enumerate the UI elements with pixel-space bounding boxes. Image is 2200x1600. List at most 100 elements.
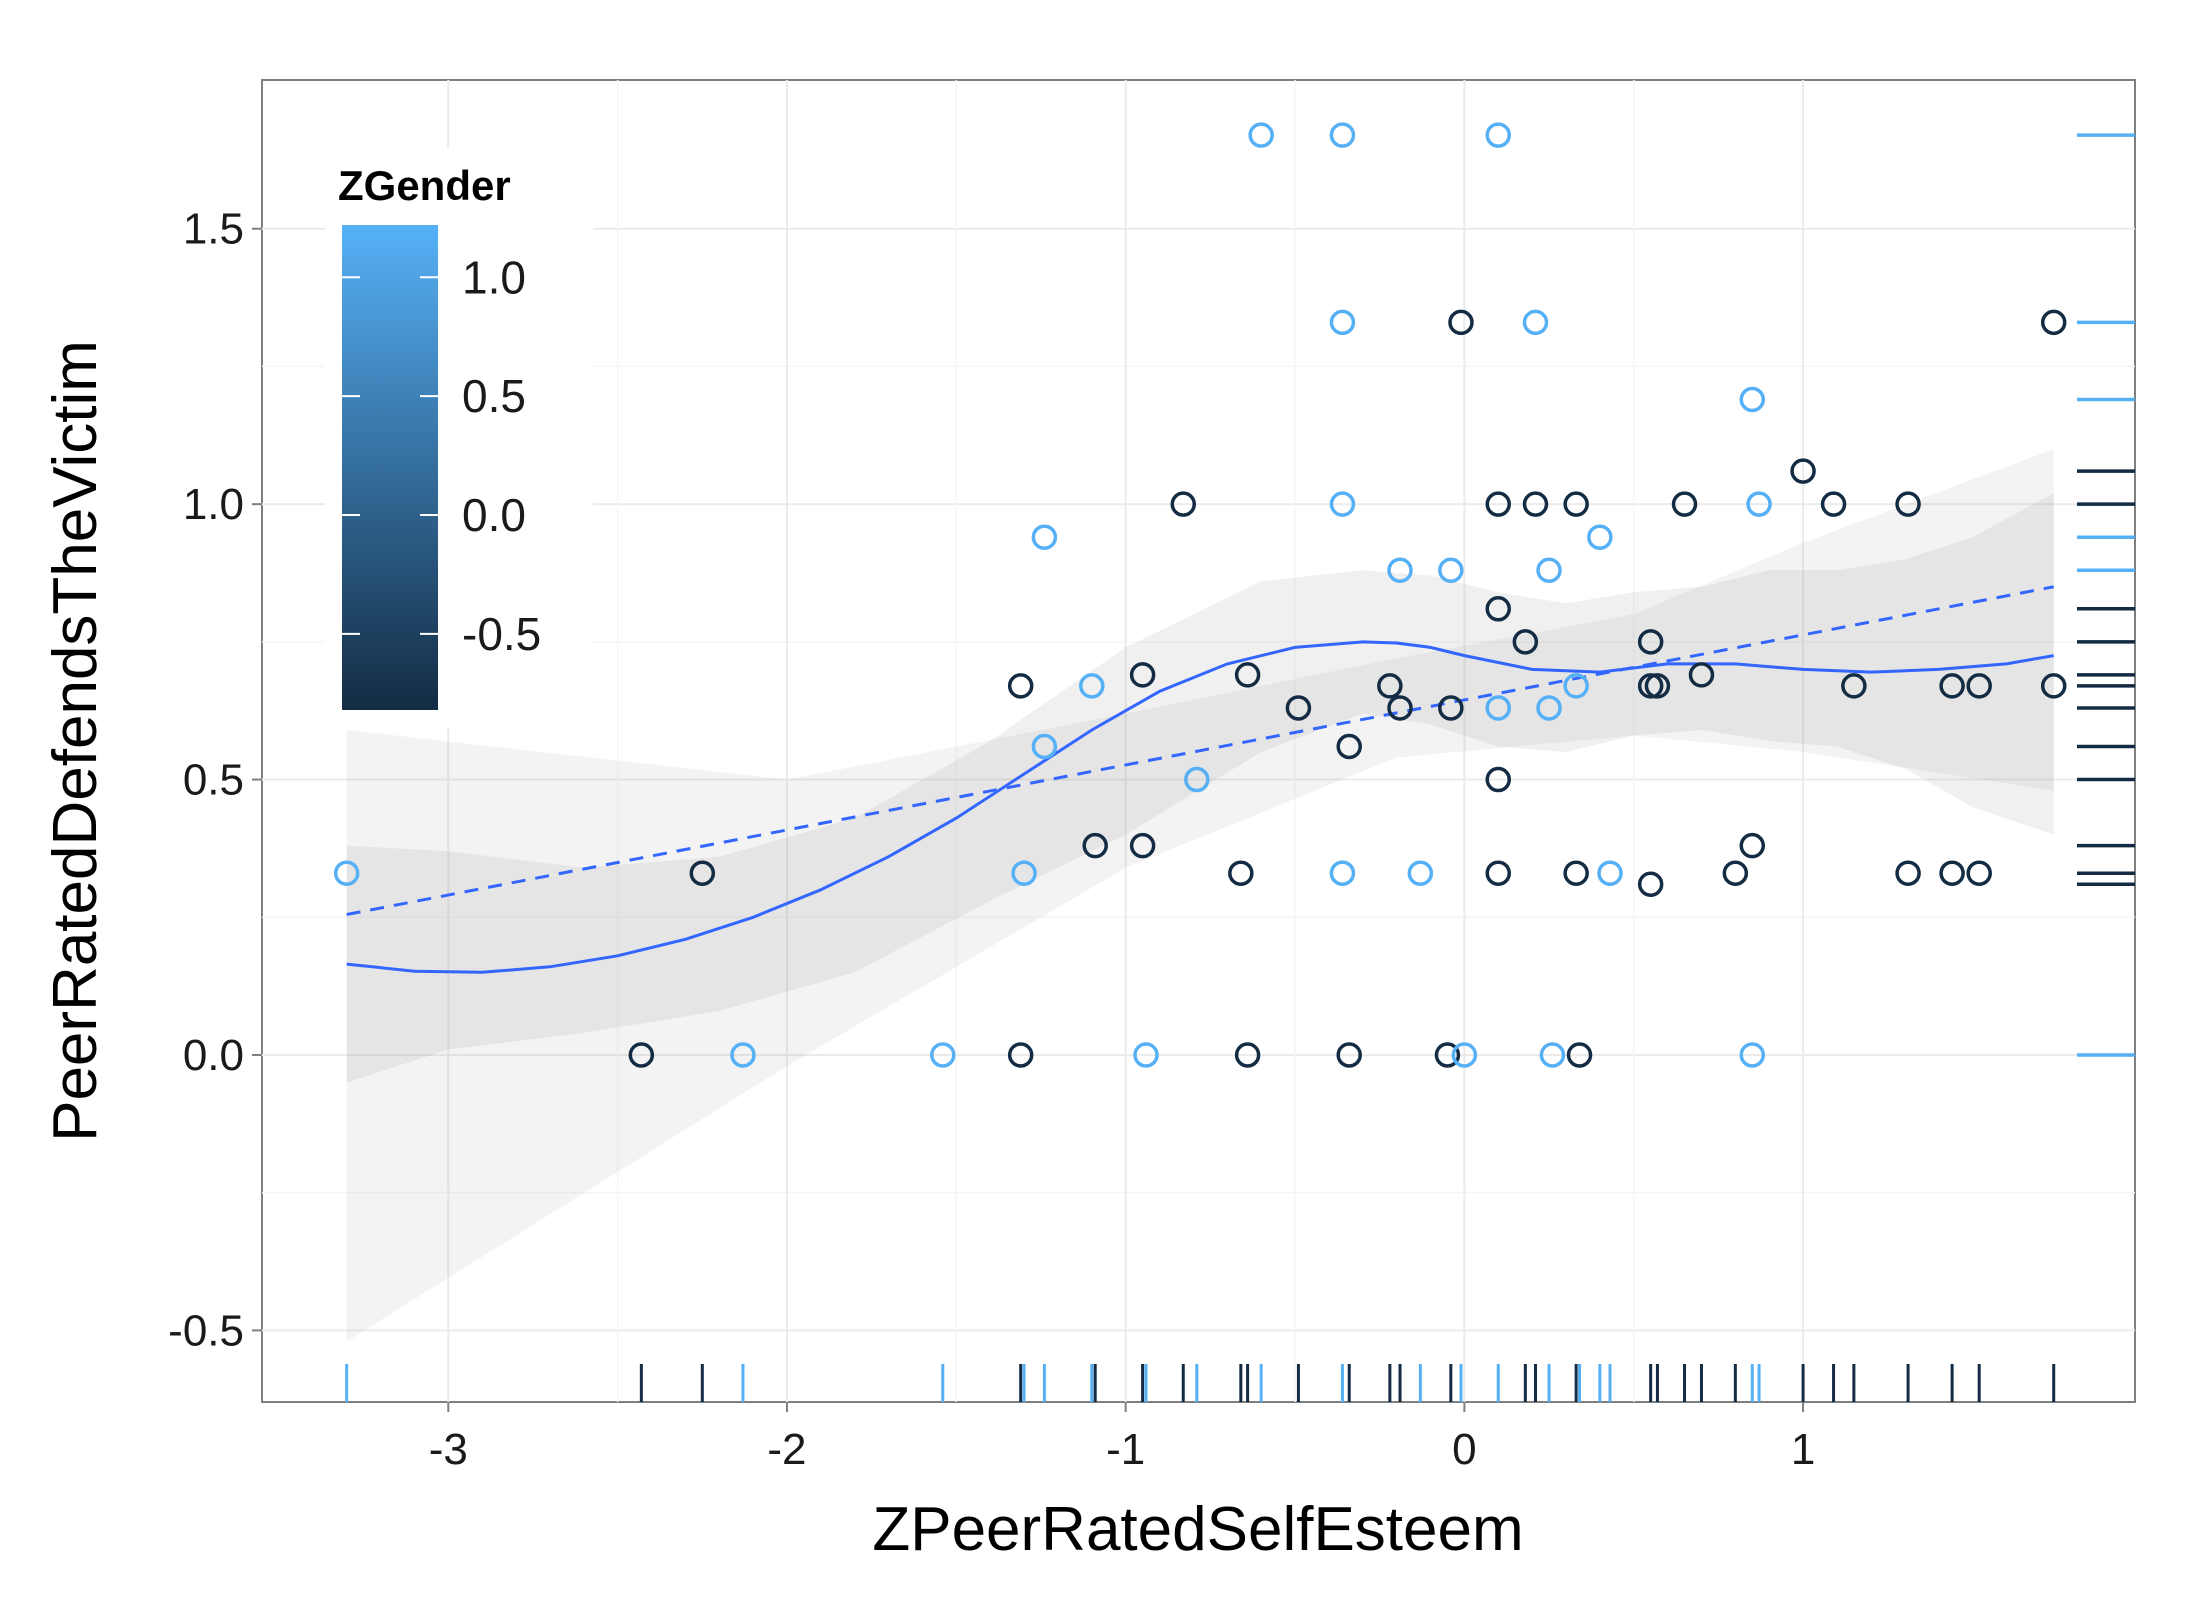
data-point xyxy=(2040,309,2067,336)
data-point xyxy=(333,860,360,886)
legend-break-label: 0.0 xyxy=(462,489,526,541)
data-point xyxy=(1031,524,1058,550)
data-point xyxy=(1939,860,1965,886)
data-point xyxy=(1563,673,1589,699)
legend-break-label: 1.0 xyxy=(462,251,526,303)
data-point xyxy=(1438,557,1464,583)
data-point xyxy=(1688,662,1715,688)
x-tick-label: -1 xyxy=(1106,1425,1145,1474)
data-point xyxy=(1966,673,1992,699)
data-point xyxy=(1329,860,1356,886)
data-point xyxy=(1285,695,1312,721)
data-point xyxy=(1133,1042,1159,1068)
data-point xyxy=(1895,860,1921,886)
data-point xyxy=(1184,766,1210,793)
color-legend: ZGender 1.0 0.5 0.0 -0.5 xyxy=(325,148,593,728)
data-point xyxy=(2040,673,2067,699)
x-tick-label: 1 xyxy=(1791,1425,1815,1474)
data-point xyxy=(1031,733,1058,760)
data-point xyxy=(1387,557,1413,583)
data-point xyxy=(1597,860,1623,886)
data-point xyxy=(1448,309,1474,336)
data-point xyxy=(1485,860,1511,886)
data-point xyxy=(1722,860,1749,886)
y-tick-label: -0.5 xyxy=(168,1306,244,1355)
loess-fit-line xyxy=(346,640,2054,974)
data-point xyxy=(1522,309,1549,336)
legend-title: ZGender xyxy=(338,162,511,209)
data-point xyxy=(730,1042,756,1068)
data-point xyxy=(1377,673,1403,699)
data-point xyxy=(1387,695,1413,721)
data-point xyxy=(1485,122,1511,148)
data-point xyxy=(1644,673,1671,699)
colorbar-gradient-rect xyxy=(342,225,438,710)
data-point xyxy=(1336,1042,1362,1068)
loess-fit-band xyxy=(346,493,2054,1083)
data-point xyxy=(1512,629,1539,655)
data-point xyxy=(1129,832,1156,859)
data-point xyxy=(1671,491,1698,517)
data-point xyxy=(1637,871,1664,897)
y-tick-label: 1.0 xyxy=(183,480,244,529)
x-tick-label: -3 xyxy=(429,1425,468,1474)
data-point xyxy=(689,860,716,886)
data-point xyxy=(1841,673,1867,699)
axes: -3 -2 -1 0 1 -0.5 0.0 0.5 1.0 1.5 xyxy=(168,205,1815,1474)
data-point xyxy=(1539,1042,1566,1068)
data-point xyxy=(1739,1042,1766,1068)
data-point xyxy=(1234,662,1261,688)
data-point xyxy=(1485,596,1511,622)
data-point xyxy=(1939,673,1965,699)
data-point xyxy=(1129,662,1156,688)
legend-break-label: 0.5 xyxy=(462,370,526,422)
data-point xyxy=(628,1042,655,1068)
data-point xyxy=(1234,1042,1261,1068)
data-point xyxy=(1966,860,1992,886)
data-point xyxy=(1536,557,1562,583)
data-point xyxy=(1170,491,1197,517)
data-point xyxy=(1485,695,1511,721)
data-point xyxy=(1329,122,1356,148)
x-tick-label: 0 xyxy=(1452,1425,1476,1474)
data-point xyxy=(1329,491,1356,517)
y-tick-label: 0.0 xyxy=(183,1031,244,1080)
y-tick-label: 0.5 xyxy=(183,756,244,805)
data-points xyxy=(333,122,2067,1068)
confidence-bands xyxy=(346,449,2054,1342)
data-point xyxy=(1536,695,1562,721)
data-point xyxy=(1485,491,1511,517)
data-point xyxy=(1434,1042,1461,1068)
data-point xyxy=(1522,491,1549,517)
data-point xyxy=(1637,673,1664,699)
data-point xyxy=(1407,860,1434,886)
data-point xyxy=(1485,766,1511,793)
data-point xyxy=(1587,524,1613,550)
data-point xyxy=(1820,491,1847,517)
data-point xyxy=(1790,458,1816,484)
data-point xyxy=(1082,832,1108,859)
data-point xyxy=(1228,860,1254,886)
data-point xyxy=(1011,860,1037,886)
data-point xyxy=(1746,491,1772,517)
data-point xyxy=(1566,1042,1593,1068)
data-point xyxy=(1079,673,1105,699)
data-point xyxy=(1895,491,1921,517)
legend-colorbar: 1.0 0.5 0.0 -0.5 xyxy=(342,225,541,710)
data-point xyxy=(1248,122,1274,148)
data-point xyxy=(1563,491,1589,517)
y-tick-label: 1.5 xyxy=(183,205,244,254)
data-point xyxy=(1336,733,1362,760)
data-point xyxy=(1451,1042,1478,1068)
legend-break-label: -0.5 xyxy=(462,608,541,660)
y-axis-title: PeerRatedDefendsTheVictim xyxy=(41,340,110,1142)
data-point xyxy=(1007,1042,1034,1068)
rug-marks xyxy=(345,133,2135,1402)
data-point xyxy=(1739,832,1766,859)
data-point xyxy=(1438,695,1464,721)
data-point xyxy=(1637,629,1664,655)
fit-lines xyxy=(346,585,2054,974)
x-axis-title: ZPeerRatedSelfEsteem xyxy=(872,1495,1523,1564)
data-point xyxy=(1563,860,1589,886)
